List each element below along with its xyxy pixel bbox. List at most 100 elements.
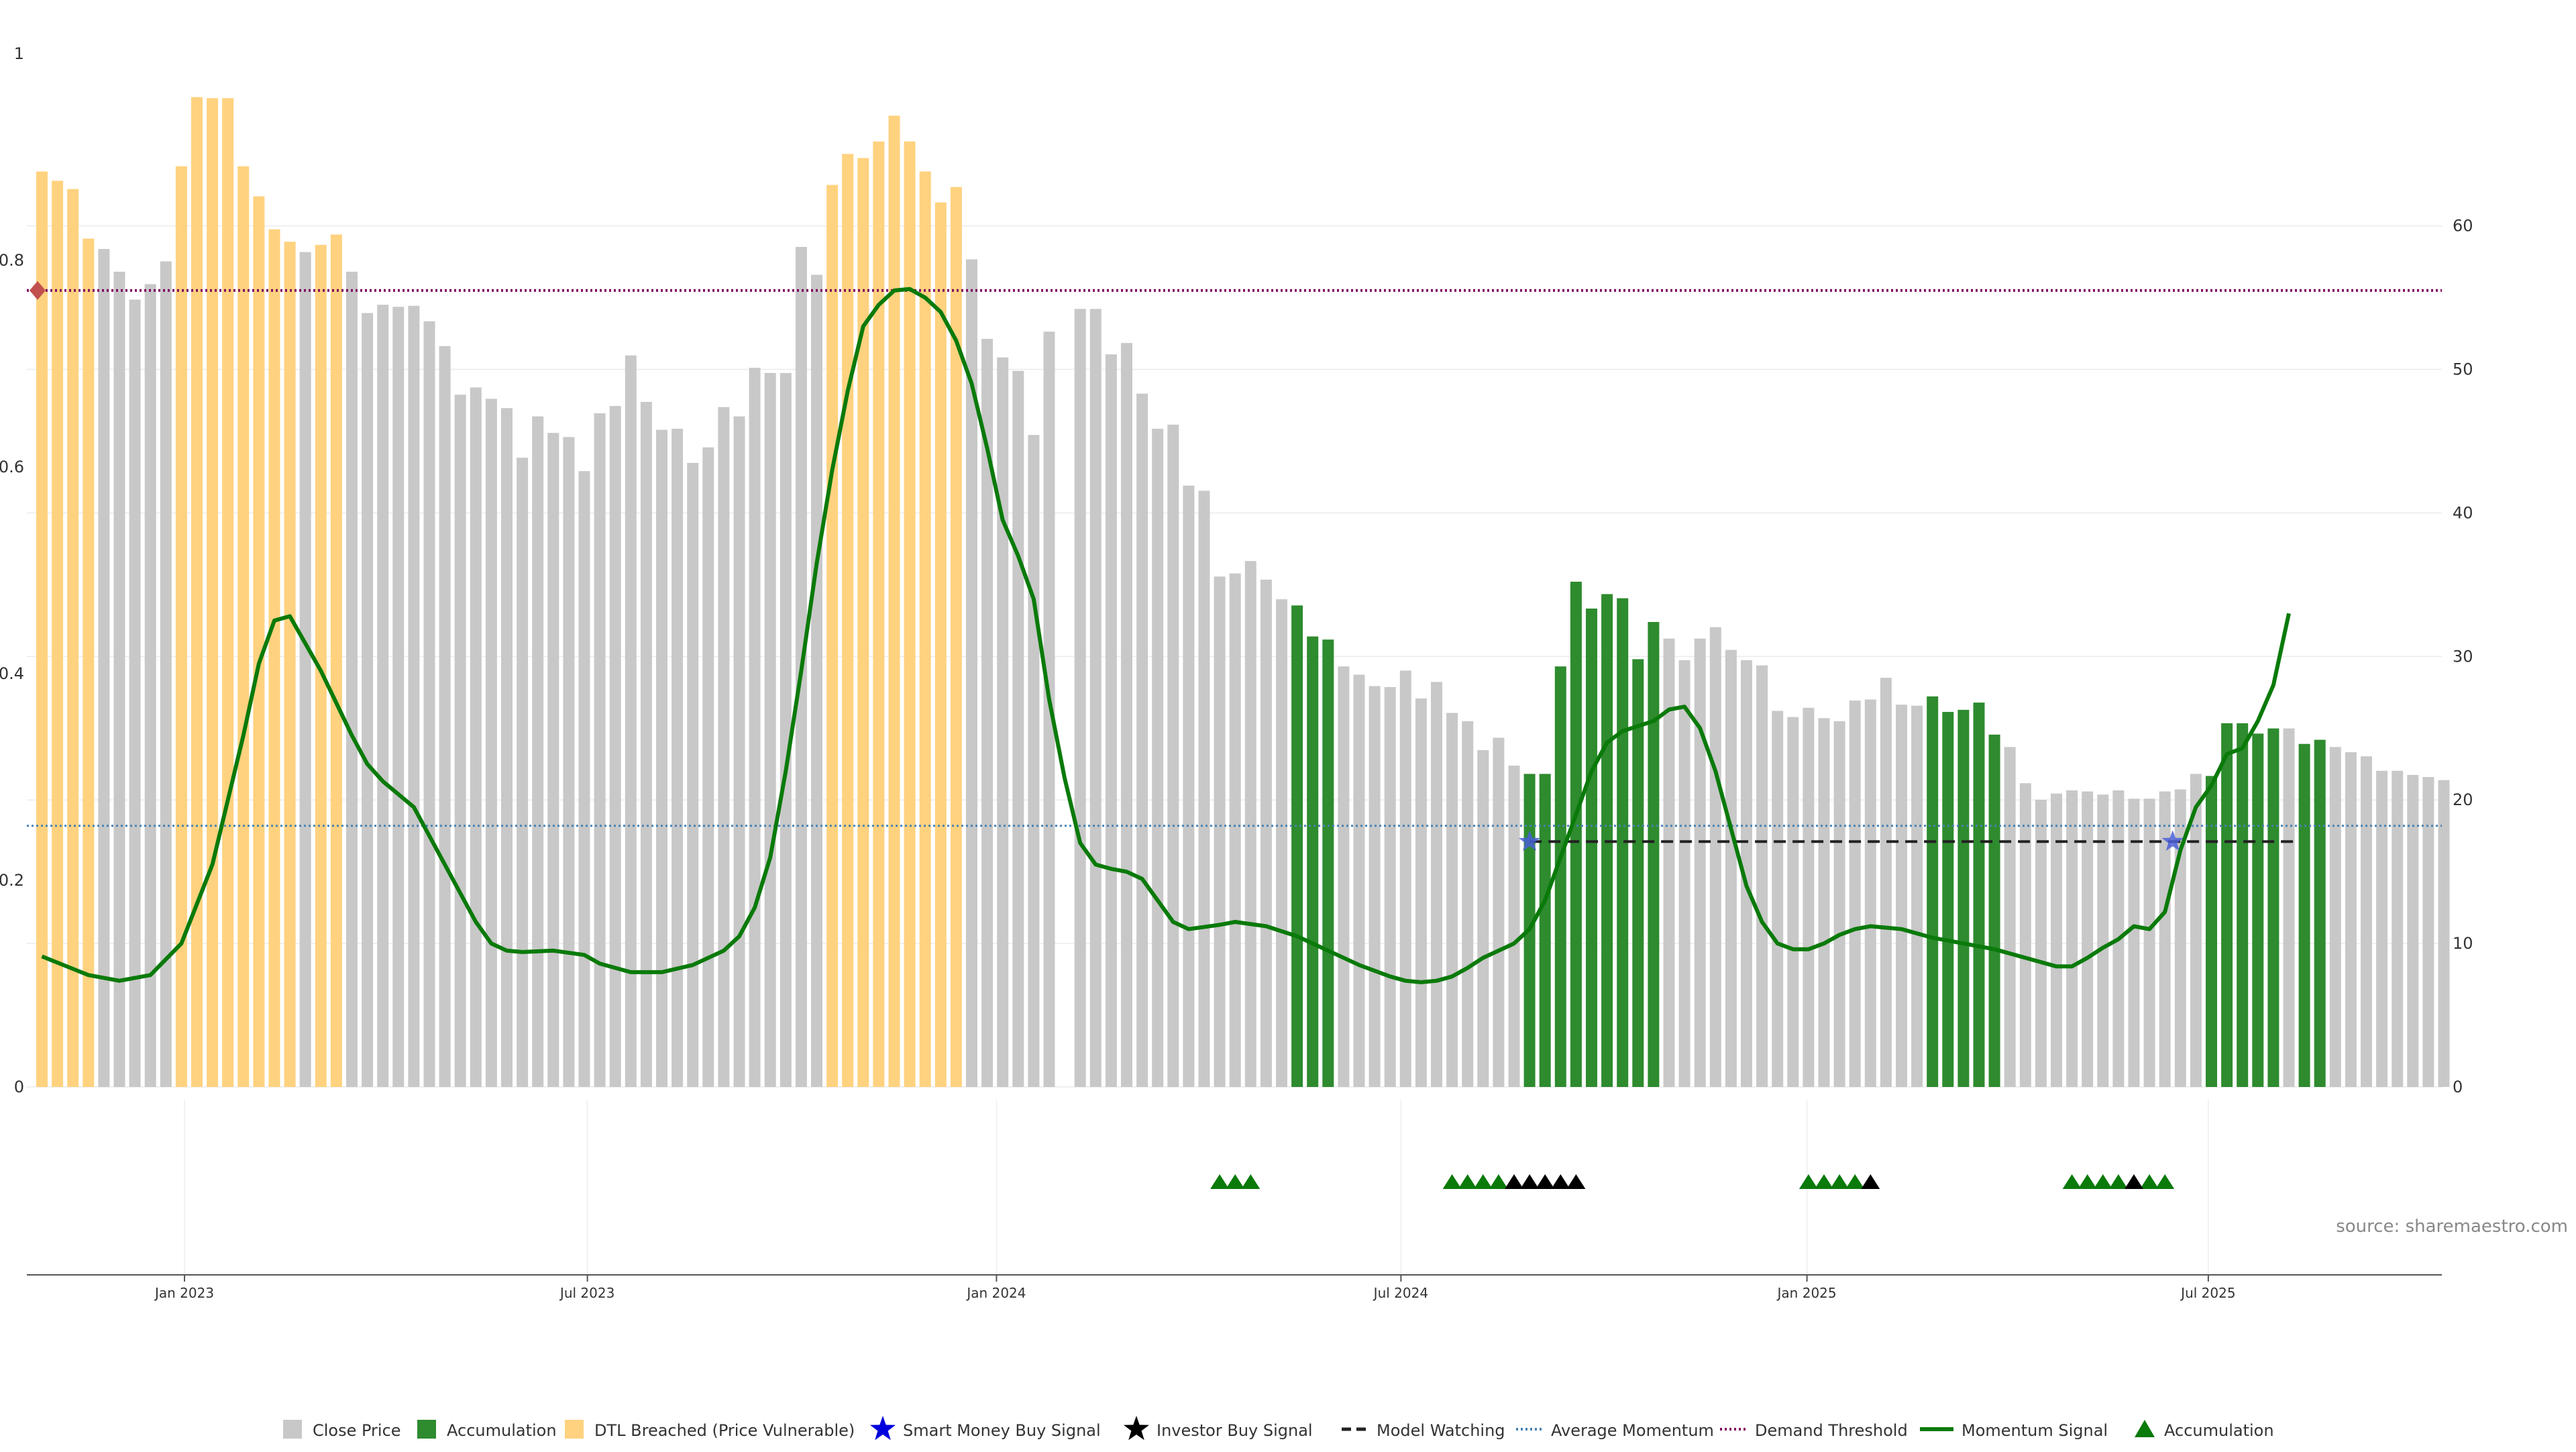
right-tick-label: 20 xyxy=(2453,790,2473,809)
bar xyxy=(67,189,79,1087)
bar xyxy=(640,401,652,1087)
legend-label: Accumulation xyxy=(447,1421,557,1440)
legend-label: Momentum Signal xyxy=(1962,1421,2108,1440)
investor-buy-marker xyxy=(1536,1174,1555,1189)
bar xyxy=(1477,749,1489,1087)
bar xyxy=(1012,370,1024,1087)
smart-money-buy-star xyxy=(1518,830,1541,851)
bar xyxy=(672,429,684,1087)
bar xyxy=(687,462,699,1087)
bar xyxy=(1074,309,1086,1087)
bar xyxy=(330,234,342,1087)
bar xyxy=(1338,666,1350,1087)
legend-label: Average Momentum xyxy=(1551,1421,1714,1440)
x-tick-label: Jan 2024 xyxy=(965,1285,1026,1301)
bar xyxy=(1229,573,1241,1087)
bar xyxy=(1864,699,1876,1087)
legend-item-momentum_signal: Momentum Signal xyxy=(1920,1421,2108,1440)
bar xyxy=(2376,770,2388,1087)
bar xyxy=(532,416,544,1087)
bar xyxy=(2221,723,2233,1087)
left-tick-label: 1 xyxy=(14,44,24,63)
accumulation-marker xyxy=(1458,1174,1477,1189)
x-tick-label: Jul 2023 xyxy=(559,1285,614,1301)
bar xyxy=(2159,791,2171,1087)
bar xyxy=(826,185,839,1088)
bar xyxy=(1725,650,1737,1087)
accumulation-marker xyxy=(1210,1174,1230,1189)
accumulation-marker xyxy=(1799,1174,1818,1189)
marker-layer xyxy=(30,280,2184,1189)
bar xyxy=(2190,774,2202,1087)
bar xyxy=(191,97,203,1088)
bar xyxy=(2329,747,2341,1087)
bar xyxy=(284,242,296,1087)
bar xyxy=(237,166,250,1088)
bar xyxy=(1957,709,1970,1087)
bar xyxy=(113,271,125,1088)
bar xyxy=(1678,660,1690,1087)
x-tick-label: Jul 2025 xyxy=(2180,1285,2235,1301)
bar xyxy=(1307,636,1319,1087)
source-label: source: sharemaestro.com xyxy=(2336,1216,2568,1237)
legend-item-dtl: DTL Breached (Price Vulnerable) xyxy=(565,1420,855,1440)
bar xyxy=(1663,638,1675,1087)
bar xyxy=(1446,713,1458,1087)
bar xyxy=(2143,798,2155,1087)
bar xyxy=(811,274,822,1087)
legend-item-close: Close Price xyxy=(283,1420,401,1440)
bar xyxy=(2035,799,2047,1087)
bar xyxy=(1399,670,1411,1087)
bar xyxy=(253,196,265,1087)
bar xyxy=(2407,774,2419,1087)
bar xyxy=(1508,766,1520,1087)
bar xyxy=(1554,666,1566,1087)
bar xyxy=(1183,485,1195,1087)
bar xyxy=(934,202,947,1087)
bar xyxy=(1167,424,1179,1087)
left-tick-label: 0.2 xyxy=(0,871,24,890)
bar xyxy=(1741,660,1752,1087)
bar xyxy=(299,252,311,1088)
legend-label: Investor Buy Signal xyxy=(1157,1421,1313,1440)
legend-triangle-icon xyxy=(2135,1420,2155,1437)
bar xyxy=(1756,665,1768,1087)
bar xyxy=(2298,743,2310,1087)
accumulation-marker xyxy=(1442,1174,1462,1189)
bar xyxy=(594,413,606,1087)
bar xyxy=(1089,309,1102,1087)
bar xyxy=(1121,343,1132,1088)
bar xyxy=(2392,770,2404,1087)
bar xyxy=(1198,490,1210,1087)
bar xyxy=(1694,638,1706,1087)
line-layer xyxy=(27,287,2442,984)
legend-swatch xyxy=(283,1420,302,1439)
right-tick-label: 60 xyxy=(2453,217,2473,236)
bar xyxy=(1849,701,1861,1087)
bar xyxy=(2082,791,2094,1087)
bar xyxy=(2066,790,2078,1087)
bar xyxy=(1539,774,1551,1087)
bar xyxy=(1260,579,1272,1087)
bar xyxy=(2361,756,2372,1087)
bar xyxy=(485,399,497,1087)
investor-buy-marker xyxy=(1861,1174,1880,1189)
bar xyxy=(36,171,48,1087)
bar xyxy=(268,229,280,1087)
legend-item-accumulation: Accumulation xyxy=(417,1420,557,1440)
bar-layer xyxy=(36,97,2450,1088)
accumulation-marker xyxy=(1241,1174,1260,1189)
bar xyxy=(1291,605,1303,1087)
bar xyxy=(1617,598,1629,1087)
legend-label: Demand Threshold xyxy=(1755,1421,1908,1440)
bar xyxy=(981,339,994,1087)
bar xyxy=(362,313,374,1087)
accumulation-marker xyxy=(1226,1174,1245,1189)
bar xyxy=(1632,659,1644,1087)
bar xyxy=(1803,707,1815,1087)
right-tick-label: 30 xyxy=(2453,647,2473,666)
bar xyxy=(2097,794,2109,1087)
bar xyxy=(1586,608,1597,1087)
legend-star-icon xyxy=(1124,1416,1149,1441)
